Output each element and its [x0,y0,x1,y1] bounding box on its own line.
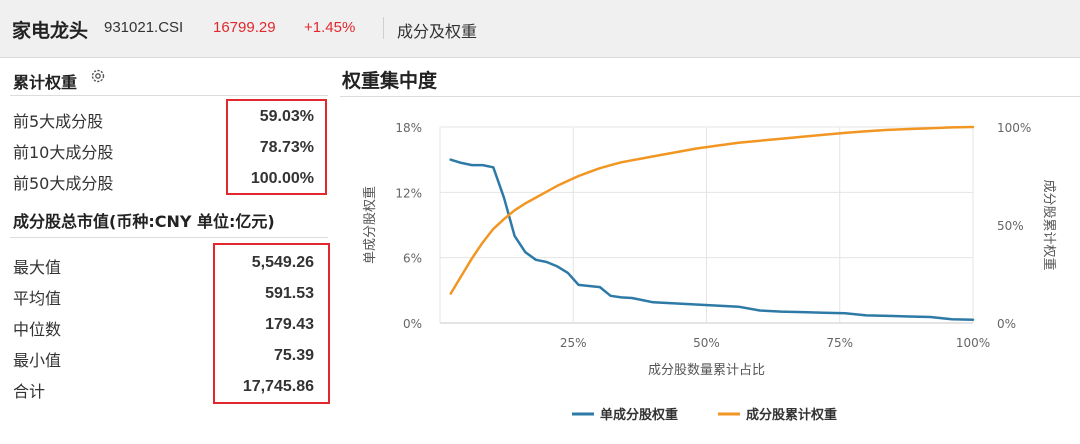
cumulative-weight-line [449,125,975,295]
y-left-tick-label: 0% [403,317,422,331]
header-divider [383,17,384,39]
weight-row-label: 前5大成分股 [13,112,104,131]
marketcap-row-label: 最小值 [13,351,62,370]
cumulative-weight-title: 累计权重 [13,73,78,92]
single-weight-line [449,158,975,321]
index-change: +1.45% [304,19,356,36]
highlight-box-weights [226,99,327,195]
marketcap-row-label: 中位数 [13,320,62,339]
weight-row-label: 前10大成分股 [13,143,114,162]
y-right-tick-label: 0% [997,317,1016,331]
index-name: 家电龙头 [12,20,89,42]
highlight-box-marketcap [213,243,330,404]
weight-row-value: 78.73% [259,139,314,156]
weight-row-label: 前50大成分股 [13,174,114,193]
y-right-tick-label: 100% [997,121,1031,135]
gear-icon[interactable] [90,68,106,88]
x-tick-label: 75% [826,336,853,350]
y-left-tick-label: 12% [395,186,422,200]
weight-row-value: 100.00% [250,170,314,187]
index-code: 931021.CSI [104,19,184,36]
x-tick-label: 100% [956,336,990,350]
chart-title: 权重集中度 [342,70,438,92]
tab-components-weights[interactable]: 成分及权重 [397,22,478,41]
marketcap-row-label: 合计 [13,382,46,401]
divider [340,96,1080,97]
x-axis-title: 成分股数量累计占比 [648,363,765,378]
divider [10,237,328,238]
marketcap-row-value: 75.39 [273,347,314,364]
legend-label: 单成分股权重 [600,407,678,423]
x-tick-label: 25% [560,336,587,350]
y-left-axis-title: 单成分股权重 [362,186,378,264]
market-cap-title: 成分股总市值(币种:CNY 单位:亿元) [13,212,275,231]
y-right-tick-label: 50% [997,219,1024,233]
divider [10,95,328,96]
marketcap-row-value: 17,745.86 [242,378,314,395]
y-right-axis-title: 成分股累计权重 [1041,179,1057,270]
marketcap-row-value: 591.53 [265,285,314,302]
marketcap-row-label: 平均值 [13,289,62,308]
marketcap-row-value: 179.43 [265,316,314,333]
x-tick-label: 50% [693,336,720,350]
weight-row-value: 59.03% [259,108,314,125]
marketcap-row-label: 最大值 [13,258,62,277]
header-bar: 家电龙头 931021.CSI 16799.29 +1.45% 成分及权重 [0,0,1080,58]
y-left-tick-label: 18% [395,121,422,135]
legend-label: 成分股累计权重 [746,407,837,423]
y-left-tick-label: 6% [403,252,422,266]
marketcap-row-value: 5,549.26 [251,254,314,271]
index-price: 16799.29 [213,19,276,36]
